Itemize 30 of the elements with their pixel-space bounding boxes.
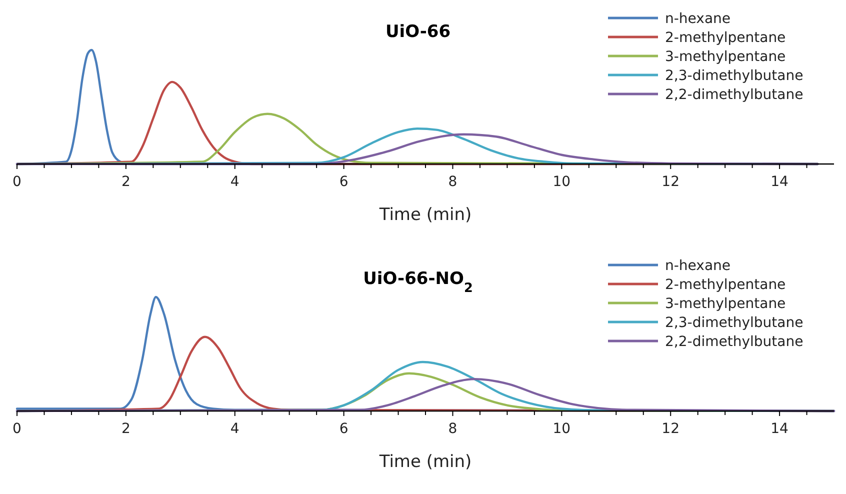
x-tick-label: 12 <box>662 174 680 190</box>
x-tick-label: 2 <box>121 174 130 190</box>
chart-title: UiO-66 <box>385 22 451 42</box>
x-tick-label: 8 <box>448 421 458 437</box>
legend-label: 2,3-dimethylbutane <box>665 68 804 84</box>
legend-label: 2,2-dimethylbutane <box>665 334 804 350</box>
x-tick-label: 14 <box>770 421 789 437</box>
x-axis-title: Time (min) <box>378 452 472 472</box>
legend-label: 2-methylpentane <box>665 30 786 46</box>
legend-label: 3-methylpentane <box>665 296 786 312</box>
legend-label: n-hexane <box>665 258 731 274</box>
x-tick-label: 10 <box>552 174 571 190</box>
legend-label: 2,2-dimethylbutane <box>665 87 804 103</box>
legend-label: 2,3-dimethylbutane <box>665 315 804 331</box>
legend-label: 3-methylpentane <box>665 49 786 65</box>
x-tick-label: 0 <box>12 421 22 437</box>
x-tick-label: 14 <box>770 174 789 190</box>
x-tick-label: 12 <box>662 421 680 437</box>
legend-label: n-hexane <box>665 11 731 27</box>
x-tick-label: 6 <box>339 421 348 437</box>
x-tick-label: 4 <box>230 174 240 190</box>
x-tick-label: 10 <box>552 421 571 437</box>
legend-label: 2-methylpentane <box>665 277 786 293</box>
x-axis-title: Time (min) <box>378 205 472 225</box>
chart-title: UiO-66-NO$_{2}$ <box>363 269 473 296</box>
x-tick-label: 8 <box>448 174 458 190</box>
x-tick-label: 6 <box>339 174 348 190</box>
x-tick-label: 2 <box>121 421 130 437</box>
x-tick-label: 0 <box>12 174 22 190</box>
x-tick-label: 4 <box>230 421 240 437</box>
